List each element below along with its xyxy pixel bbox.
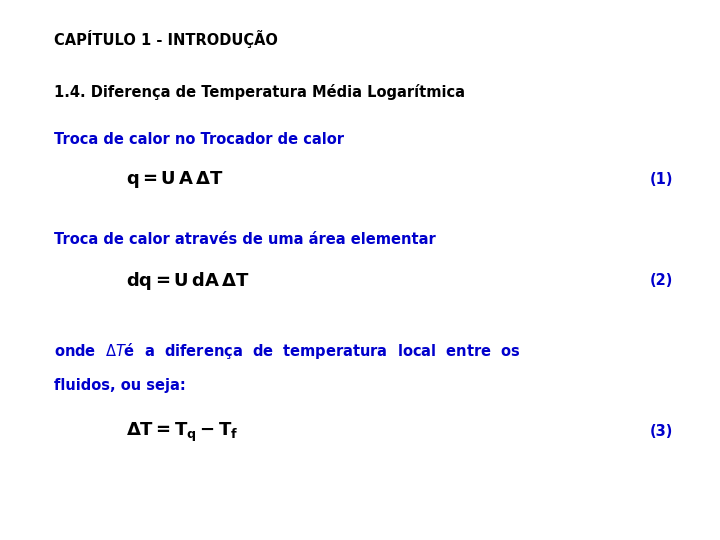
Text: $\mathbf{q = U\,A\,\Delta T}$: $\mathbf{q = U\,A\,\Delta T}$: [126, 169, 223, 190]
Text: 1.4. Diferença de Temperatura Média Logarítmica: 1.4. Diferença de Temperatura Média Loga…: [54, 84, 465, 100]
Text: $\mathbf{dq = U\,dA\,\Delta T}$: $\mathbf{dq = U\,dA\,\Delta T}$: [126, 270, 249, 292]
Text: (1): (1): [649, 172, 673, 187]
Text: Troca de calor no Trocador de calor: Troca de calor no Trocador de calor: [54, 132, 344, 147]
Text: (3): (3): [650, 424, 673, 440]
Text: CAPÍTULO 1 - INTRODUÇÃO: CAPÍTULO 1 - INTRODUÇÃO: [54, 30, 278, 48]
Text: fluidos, ou seja:: fluidos, ou seja:: [54, 378, 186, 393]
Text: onde  $\Delta T$é  a  diferença  de  temperatura  local  entre  os: onde $\Delta T$é a diferença de temperat…: [54, 341, 521, 361]
Text: $\mathbf{\Delta T = T_q - T_f}$: $\mathbf{\Delta T = T_q - T_f}$: [126, 421, 238, 443]
Text: (2): (2): [650, 273, 673, 288]
Text: Troca de calor através de uma área elementar: Troca de calor através de uma área eleme…: [54, 232, 436, 247]
